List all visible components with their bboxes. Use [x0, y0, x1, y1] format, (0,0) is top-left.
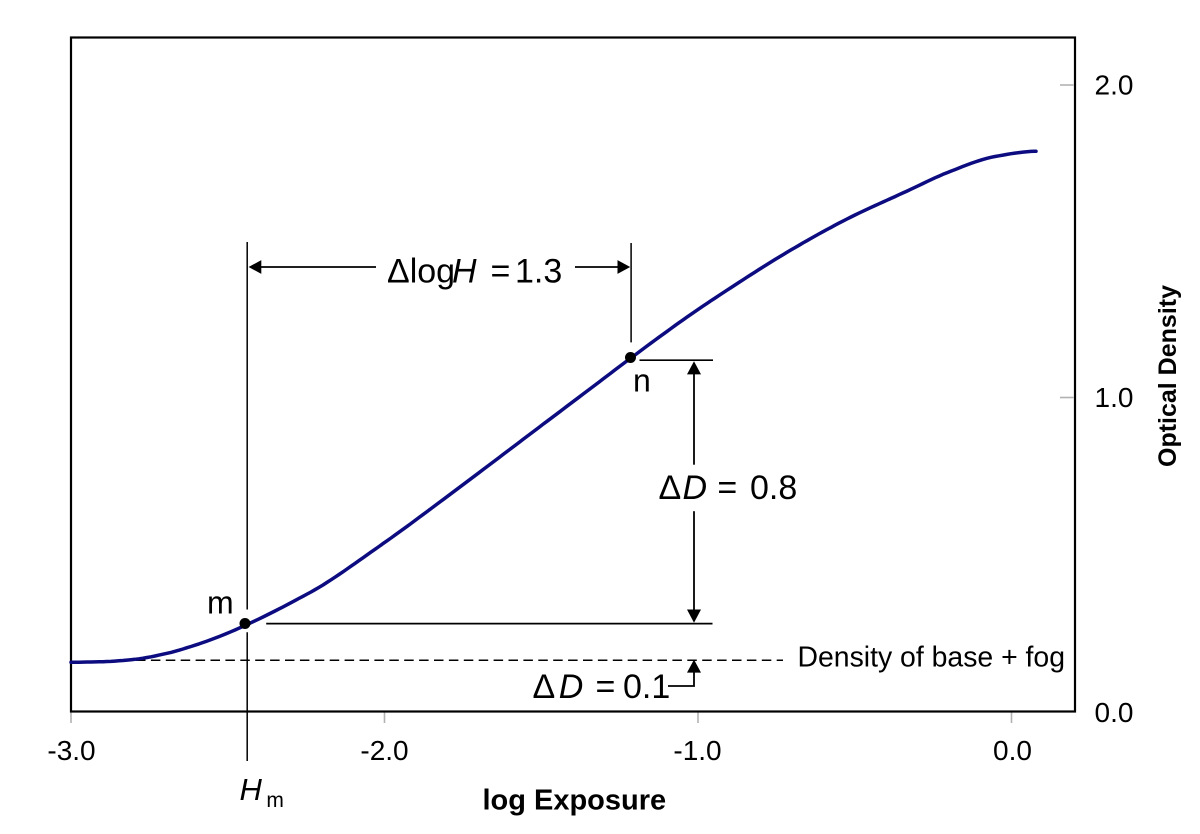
svg-text:D: D [683, 469, 708, 507]
svg-text:Δ: Δ [533, 668, 556, 706]
svg-text:n: n [633, 363, 651, 399]
svg-text:1.3: 1.3 [515, 253, 562, 291]
svg-text:D: D [559, 668, 584, 706]
svg-text:1.0: 1.0 [1095, 382, 1134, 413]
svg-text:-1.0: -1.0 [673, 735, 721, 766]
svg-text:-3.0: -3.0 [47, 735, 95, 766]
svg-text:=: = [717, 469, 737, 507]
svg-text:0.0: 0.0 [993, 735, 1032, 766]
svg-text:=: = [596, 668, 616, 706]
svg-text:H: H [452, 253, 477, 291]
svg-text:0.1: 0.1 [623, 668, 670, 706]
svg-text:Δ: Δ [659, 469, 682, 507]
svg-text:0.0: 0.0 [1095, 697, 1134, 728]
svg-text:m: m [207, 585, 234, 621]
svg-text:0.8: 0.8 [750, 469, 797, 507]
svg-text:Density of base + fog: Density of base + fog [798, 642, 1066, 674]
svg-text:log Exposure: log Exposure [482, 785, 666, 817]
svg-text:2.0: 2.0 [1095, 70, 1134, 101]
svg-text:=: = [491, 253, 511, 291]
svg-text:Δlog: Δlog [387, 253, 455, 291]
svg-text:Optical Density: Optical Density [1154, 285, 1182, 467]
svg-text:-2.0: -2.0 [360, 735, 408, 766]
svg-text:Hm: Hm [240, 772, 284, 812]
